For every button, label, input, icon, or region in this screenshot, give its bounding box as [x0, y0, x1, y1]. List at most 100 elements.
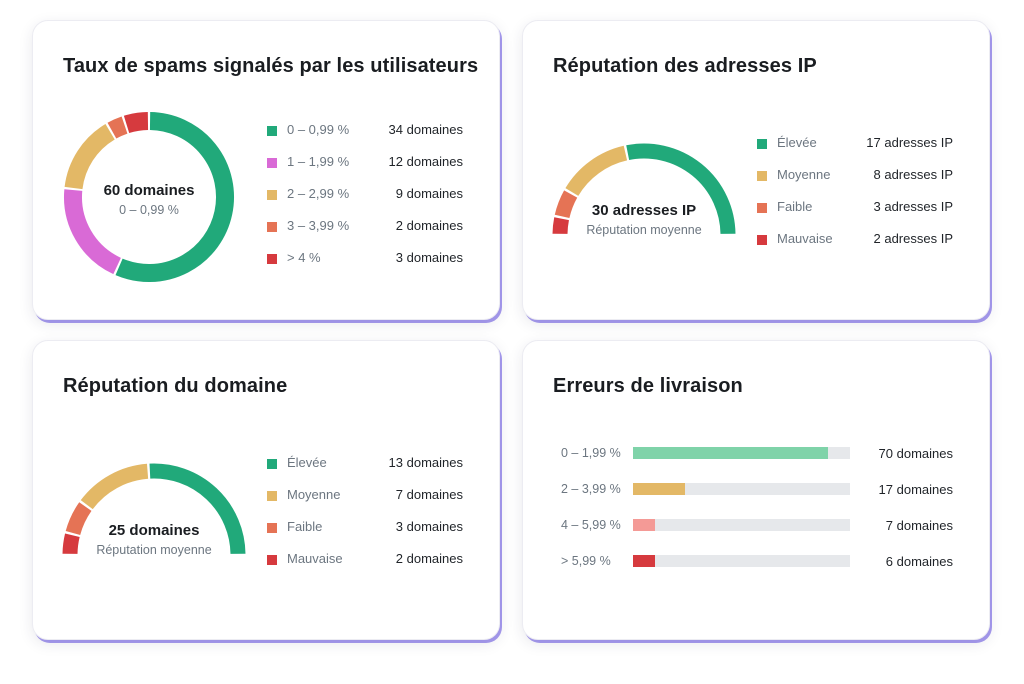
domain-gauge-chart: 25 domaines Réputation moyenne: [62, 463, 246, 557]
ip-gauge-chart: 30 adresses IP Réputation moyenne: [552, 143, 736, 237]
error-bar-count: 6 domaines: [885, 554, 953, 569]
legend-item: Élevée 17 adresses IP: [757, 134, 953, 154]
legend-count: 7 domaines: [395, 487, 463, 502]
legend-swatch: [757, 203, 767, 213]
legend-item: 2 – 2,99 % 9 domaines: [267, 185, 463, 205]
ip-reputation-card: Réputation des adresses IP 30 adresses I…: [522, 20, 990, 320]
ip-center-value: 30 adresses IP: [592, 202, 696, 219]
domain-center-sub: Réputation moyenne: [96, 543, 211, 557]
legend-swatch: [267, 523, 277, 533]
slice-4: [123, 112, 149, 134]
legend-count: 3 domaines: [395, 519, 463, 534]
legend-label: Moyenne: [287, 487, 341, 502]
error-bar-fill: [633, 483, 686, 495]
error-bar-fill: [633, 555, 655, 567]
delivery-errors-card: Erreurs de livraison 0 – 1,99 % 70 domain…: [522, 340, 990, 640]
legend-count: 13 domaines: [388, 455, 463, 470]
legend-item: Élevée 13 domaines: [267, 454, 463, 474]
legend-swatch: [267, 459, 277, 469]
legend-swatch: [757, 171, 767, 181]
slice-2: [64, 123, 115, 190]
legend-count: 9 domaines: [395, 186, 463, 201]
legend-label: Mauvaise: [777, 231, 833, 246]
legend-label: 3 – 3,99 %: [287, 218, 350, 233]
domain-legend: Élevée 13 domaines Moyenne 7 domaines Faible…: [267, 454, 463, 582]
error-bar-row: 0 – 1,99 % 70 domaines: [561, 445, 953, 463]
spam-center-value: 60 domaines: [104, 182, 195, 199]
legend-item: 3 – 3,99 % 2 domaines: [267, 217, 463, 237]
legend-label: Mauvaise: [287, 551, 343, 566]
legend-item: 1 – 1,99 % 12 domaines: [267, 153, 463, 173]
error-bar-label: 0 – 1,99 %: [561, 446, 621, 460]
slice-faible: [65, 502, 92, 536]
legend-item: Moyenne 7 domaines: [267, 486, 463, 506]
legend-label: > 4 %: [287, 250, 321, 265]
domain-center-value: 25 domaines: [109, 522, 200, 539]
slice-3: [107, 116, 128, 139]
error-bar-count: 7 domaines: [885, 518, 953, 533]
legend-count: 3 domaines: [395, 250, 463, 265]
ip-legend: Élevée 17 adresses IP Moyenne 8 adresses IP…: [757, 134, 953, 262]
legend-label: 0 – 0,99 %: [287, 122, 350, 137]
error-bar-label: 2 – 3,99 %: [561, 482, 621, 496]
spam-donut-chart: 60 domaines 0 – 0,99 %: [64, 112, 234, 282]
legend-count: 2 domaines: [395, 218, 463, 233]
slice-1: [64, 189, 122, 275]
legend-count: 8 adresses IP: [873, 167, 954, 182]
legend-label: Moyenne: [777, 167, 831, 182]
slice-lev-e: [626, 143, 736, 235]
slice-mauvaise: [62, 533, 80, 555]
error-bar-fill: [633, 519, 655, 531]
legend-swatch: [267, 491, 277, 501]
legend-count: 2 domaines: [395, 551, 463, 566]
legend-item: Faible 3 domaines: [267, 518, 463, 538]
legend-label: 2 – 2,99 %: [287, 186, 350, 201]
spam-legend: 0 – 0,99 % 34 domaines 1 – 1,99 % 12 domain…: [267, 121, 463, 281]
legend-swatch: [267, 555, 277, 565]
spam-center-sub: 0 – 0,99 %: [119, 203, 179, 217]
ip-reputation-title: Réputation des adresses IP: [553, 55, 817, 77]
legend-count: 3 adresses IP: [873, 199, 954, 214]
error-bar-row: 4 – 5,99 % 7 domaines: [561, 517, 953, 535]
spam-rate-title: Taux de spams signalés par les utilisate…: [63, 55, 479, 77]
legend-label: 1 – 1,99 %: [287, 154, 350, 169]
error-bar-row: 2 – 3,99 % 17 domaines: [561, 481, 953, 499]
legend-item: Moyenne 8 adresses IP: [757, 166, 953, 186]
slice-lev-e: [149, 463, 246, 555]
legend-count: 34 domaines: [388, 122, 463, 137]
error-bar-label: 4 – 5,99 %: [561, 518, 621, 532]
legend-label: Élevée: [777, 135, 817, 150]
legend-item: Faible 3 adresses IP: [757, 198, 953, 218]
legend-swatch: [267, 254, 277, 264]
error-bar-track: [633, 447, 850, 459]
legend-count: 17 adresses IP: [866, 135, 953, 150]
legend-item: Mauvaise 2 adresses IP: [757, 230, 953, 250]
legend-swatch: [267, 126, 277, 136]
error-bar-count: 70 domaines: [878, 446, 953, 461]
error-bar-fill: [633, 447, 829, 459]
slice-moyenne: [565, 145, 628, 197]
error-bar-row: > 5,99 % 6 domaines: [561, 553, 953, 571]
legend-count: 12 domaines: [388, 154, 463, 169]
legend-label: Faible: [287, 519, 323, 534]
error-bar-track: [633, 555, 850, 567]
error-bar-count: 17 domaines: [878, 482, 953, 497]
ip-center-sub: Réputation moyenne: [586, 223, 701, 237]
legend-count: 2 adresses IP: [873, 231, 954, 246]
legend-swatch: [267, 190, 277, 200]
legend-swatch: [267, 222, 277, 232]
spam-rate-card: Taux de spams signalés par les utilisate…: [32, 20, 500, 320]
domain-reputation-card: Réputation du domaine 25 domaines Réputa…: [32, 340, 500, 640]
legend-swatch: [757, 139, 767, 149]
legend-label: Faible: [777, 199, 813, 214]
error-bar-track: [633, 483, 850, 495]
delivery-errors-title: Erreurs de livraison: [553, 375, 743, 397]
slice-faible: [554, 190, 578, 219]
domain-reputation-title: Réputation du domaine: [63, 375, 288, 397]
legend-label: Élevée: [287, 455, 327, 470]
legend-swatch: [757, 235, 767, 245]
legend-item: > 4 % 3 domaines: [267, 249, 463, 269]
slice-moyenne: [80, 463, 149, 510]
slice-0: [115, 112, 234, 282]
error-bar-track: [633, 519, 850, 531]
